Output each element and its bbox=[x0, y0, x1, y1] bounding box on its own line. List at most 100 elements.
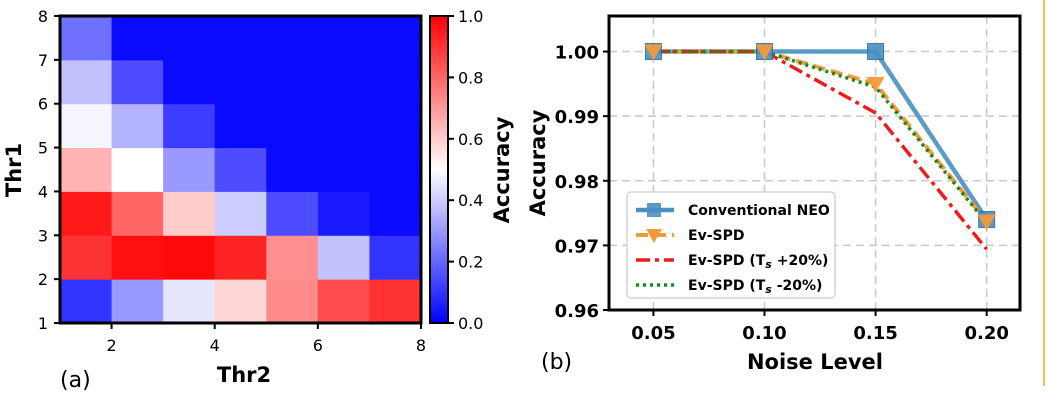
heatmap-y-tick-label: 4 bbox=[38, 182, 48, 201]
heatmap-cell-r3-c1 bbox=[60, 191, 113, 236]
heatmap-cell-r3-c7 bbox=[369, 191, 422, 236]
heatmap-cell-r7-c5 bbox=[266, 16, 319, 61]
heatmap-cell-r4-c1 bbox=[60, 147, 113, 192]
heatmap-ticks: 2 4 6 8 1 2 3 4 5 6 7 8 bbox=[38, 7, 426, 355]
heatmap-y-tick-label: 3 bbox=[38, 226, 48, 245]
heatmap-cell-r4-c6 bbox=[317, 147, 370, 192]
heatmap-cell-r2-c2 bbox=[111, 235, 164, 280]
heatmap-x-label: Thr2 bbox=[217, 363, 271, 387]
heatmap-cell-r7-c2 bbox=[111, 16, 164, 61]
legend-marker-square bbox=[647, 203, 661, 217]
heatmap-cell-r3-c5 bbox=[266, 191, 319, 236]
series-1-point-3 bbox=[977, 214, 996, 231]
series-1-point-2 bbox=[866, 76, 885, 93]
heatmap-cell-r7-c6 bbox=[317, 16, 370, 61]
heatmap-cell-r2-c3 bbox=[163, 235, 216, 280]
heatmap-cell-r6-c2 bbox=[111, 59, 164, 105]
heatmap-cell-r1-c4 bbox=[214, 279, 267, 324]
legend-label-1: Ev-SPD bbox=[688, 228, 744, 244]
heatmap-y-tick-label: 7 bbox=[38, 51, 48, 70]
heatmap-cell-r6-c1 bbox=[60, 59, 113, 105]
line-y-tick-label: 0.98 bbox=[555, 172, 599, 193]
line-frame bbox=[607, 14, 1022, 312]
legend-label-3: Ev-SPD (Ts -20%) bbox=[688, 278, 822, 296]
line-ticks: 0.05 0.10 0.15 0.20 0.96 0.97 0.98 0.99 1.00 bbox=[555, 43, 1009, 344]
line-x-tick-label: 0.05 bbox=[631, 323, 675, 344]
heatmap-cell-r3-c4 bbox=[214, 191, 267, 236]
heatmap-x-tick-label: 6 bbox=[313, 336, 323, 355]
heatmap-cell-r5-c5 bbox=[266, 103, 319, 149]
colorbar-tick-label: 0.8 bbox=[458, 68, 483, 87]
line-series bbox=[644, 43, 996, 251]
line-x-label: Noise Level bbox=[747, 350, 883, 374]
heatmap-cell-r5-c4 bbox=[214, 103, 267, 149]
series-line-2 bbox=[653, 49, 989, 251]
heatmap-cell-r4-c2 bbox=[111, 147, 164, 192]
series-line-3 bbox=[653, 49, 989, 224]
line-x-tick-label: 0.20 bbox=[964, 323, 1008, 344]
colorbar-tick-label: 0.6 bbox=[458, 130, 483, 149]
panel-label-b: (b) bbox=[541, 350, 572, 375]
heatmap-cell-r4-c4 bbox=[214, 147, 267, 192]
heatmap-cell-r4-c3 bbox=[163, 147, 216, 192]
heatmap-cell-r7-c1 bbox=[60, 16, 113, 61]
heatmap-cell-r2-c4 bbox=[214, 235, 267, 280]
legend-marker-triangle bbox=[646, 229, 662, 243]
heatmap-y-tick-label: 5 bbox=[38, 139, 48, 158]
heatmap-cell-r7-c7 bbox=[369, 16, 422, 61]
heatmap-cell-r5-c6 bbox=[317, 103, 370, 149]
heatmap-x-tick-label: 4 bbox=[210, 336, 220, 355]
heatmap-cell-r6-c4 bbox=[214, 59, 267, 105]
line-y-tick-label: 1.00 bbox=[555, 43, 599, 64]
heatmap-cell-r3-c6 bbox=[317, 191, 370, 236]
line-y-tick-label: 0.99 bbox=[555, 107, 599, 128]
legend-label-0: Conventional NEO bbox=[688, 203, 830, 219]
panel-label-a: (a) bbox=[60, 368, 91, 393]
heatmap-cell-r7-c4 bbox=[214, 16, 267, 61]
heatmap-cells bbox=[60, 16, 422, 324]
line-x-tick-label: 0.10 bbox=[742, 323, 786, 344]
line-y-tick-label: 0.96 bbox=[555, 301, 599, 322]
right-edge-divider bbox=[1043, 0, 1045, 386]
colorbar-tick-label: 0.0 bbox=[458, 314, 483, 333]
heatmap-cell-r5-c1 bbox=[60, 103, 113, 149]
heatmap-cell-r6-c7 bbox=[369, 59, 422, 105]
heatmap-cell-r2-c5 bbox=[266, 235, 319, 280]
heatmap-cell-r4-c7 bbox=[369, 147, 422, 192]
heatmap-cell-r1-c2 bbox=[111, 279, 164, 324]
heatmap-y-tick-label: 8 bbox=[38, 7, 48, 26]
heatmap-cell-r1-c3 bbox=[163, 279, 216, 324]
heatmap-cell-r1-c5 bbox=[266, 279, 319, 324]
heatmap-cell-r5-c7 bbox=[369, 103, 422, 149]
heatmap-cell-r2-c1 bbox=[60, 235, 113, 280]
heatmap-cell-r7-c3 bbox=[163, 16, 216, 61]
heatmap-x-tick-label: 2 bbox=[106, 336, 116, 355]
heatmap-cell-r3-c3 bbox=[163, 191, 216, 236]
colorbar-ticks: 0.0 0.2 0.4 0.6 0.8 1.0 bbox=[448, 7, 483, 333]
colorbar-tick-label: 0.4 bbox=[458, 191, 483, 210]
colorbar bbox=[429, 15, 449, 324]
series-0-point-2 bbox=[867, 43, 885, 61]
heatmap-cell-r1-c7 bbox=[369, 279, 422, 324]
heatmap-cell-r6-c5 bbox=[266, 59, 319, 105]
legend: Conventional NEO Ev-SPD Ev-SPD (Ts +20%) Ev… bbox=[626, 191, 836, 299]
series-1-point-1 bbox=[755, 44, 774, 61]
heatmap-x-tick-label: 8 bbox=[416, 336, 426, 355]
heatmap-y-label: Thr1 bbox=[2, 143, 26, 197]
line-x-tick-label: 0.15 bbox=[853, 323, 897, 344]
heatmap-cell-r6-c3 bbox=[163, 59, 216, 105]
legend-box bbox=[626, 191, 836, 299]
line-y-label: Accuracy bbox=[526, 109, 550, 216]
heatmap-cell-r5-c3 bbox=[163, 103, 216, 149]
heatmap-cell-r4-c5 bbox=[266, 147, 319, 192]
heatmap-cell-r2-c7 bbox=[369, 235, 422, 280]
heatmap-cell-r1-c6 bbox=[317, 279, 370, 324]
colorbar-tick-label: 1.0 bbox=[458, 7, 483, 26]
colorbar-tick-label: 0.2 bbox=[458, 253, 483, 272]
colorbar-label: Accuracy bbox=[490, 116, 514, 223]
heatmap-y-tick-label: 6 bbox=[38, 95, 48, 114]
line-y-tick-label: 0.97 bbox=[555, 236, 599, 257]
heatmap-cell-r3-c2 bbox=[111, 191, 164, 236]
series-1-point-0 bbox=[644, 44, 663, 61]
